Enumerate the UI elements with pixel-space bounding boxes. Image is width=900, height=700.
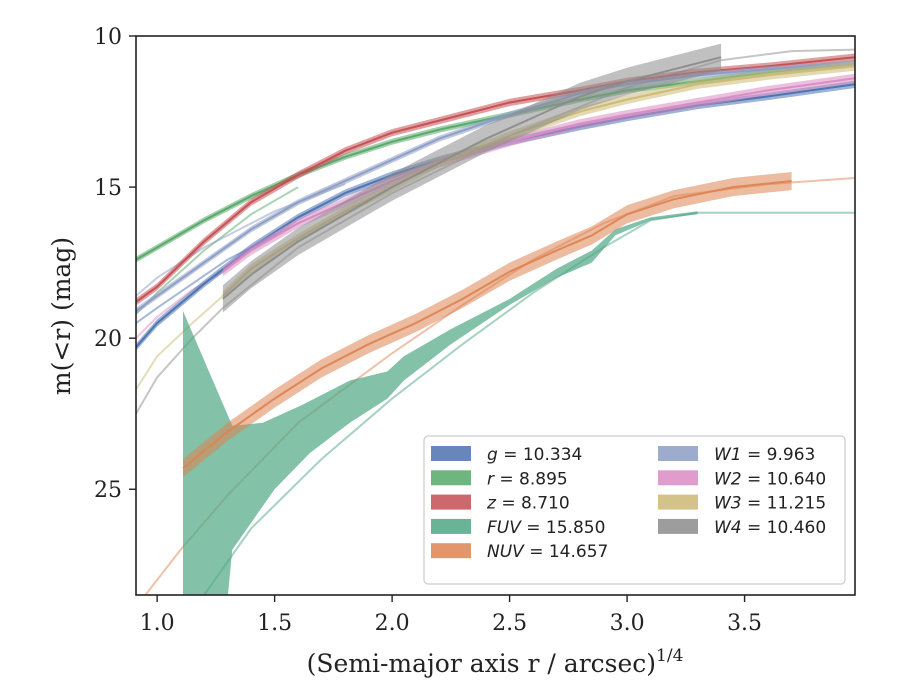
x-axis-label: (Semi-major axis r / arcsec)1/4	[307, 646, 684, 678]
legend-swatch-w2	[658, 470, 698, 486]
plot-area	[136, 43, 855, 595]
series-z-band	[136, 53, 855, 306]
series-fuv-faded-line	[203, 211, 855, 595]
legend-swatch-g	[431, 446, 471, 461]
series-w3-faded-line	[136, 295, 224, 391]
legend-entry-g: g = 10.334	[487, 445, 582, 465]
x-tick-label: 1.5	[257, 611, 292, 636]
y-tick-label: 25	[94, 478, 122, 503]
y-tick-label: 10	[94, 25, 122, 50]
plot-frame	[135, 35, 856, 596]
legend-entry-w3: W3 = 11.215	[714, 494, 826, 514]
y-axis-ticks: 10 15 20 25	[94, 25, 136, 503]
legend-entry-w4: W4 = 10.460	[714, 518, 826, 538]
x-tick-label: 1.0	[140, 611, 175, 636]
x-tick-label: 2.5	[492, 611, 527, 636]
x-axis-ticks: 1.0 1.5 2.0 2.5 3.0 3.5	[140, 595, 762, 636]
x-tick-label: 2.0	[375, 611, 410, 636]
y-tick-label: 20	[94, 327, 122, 352]
y-axis-label: m(<r) (mag)	[47, 237, 76, 395]
legend: g = 10.334 r = 8.895 z = 8.710 FUV = 15.850…	[423, 435, 846, 585]
legend-swatch-z	[431, 494, 471, 510]
x-tick-label: 3.5	[727, 611, 762, 636]
legend-swatch-fuv	[431, 518, 471, 534]
legend-entry-w2: W2 = 10.640	[714, 469, 826, 489]
band-series-layer	[136, 43, 855, 595]
legend-entry-nuv: NUV = 14.657	[487, 542, 608, 562]
legend-entry-r: r = 8.895	[487, 469, 568, 489]
legend-swatch-w3	[658, 494, 698, 510]
legend-swatch-r	[431, 470, 471, 486]
series-w4-line	[222, 56, 722, 300]
legend-swatch-nuv	[431, 543, 471, 559]
legend-entry-w1: W1 = 9.963	[714, 445, 815, 465]
legend-entry-fuv: FUV = 15.850	[487, 518, 605, 538]
legend-box	[423, 435, 846, 585]
series-nuv-line	[182, 180, 792, 469]
legend-entry-z: z = 8.710	[486, 494, 570, 514]
legend-swatch-w4	[658, 518, 698, 534]
x-tick-label: 3.0	[610, 611, 645, 636]
y-tick-label: 15	[94, 176, 122, 201]
legend-swatch-w1	[658, 446, 698, 461]
